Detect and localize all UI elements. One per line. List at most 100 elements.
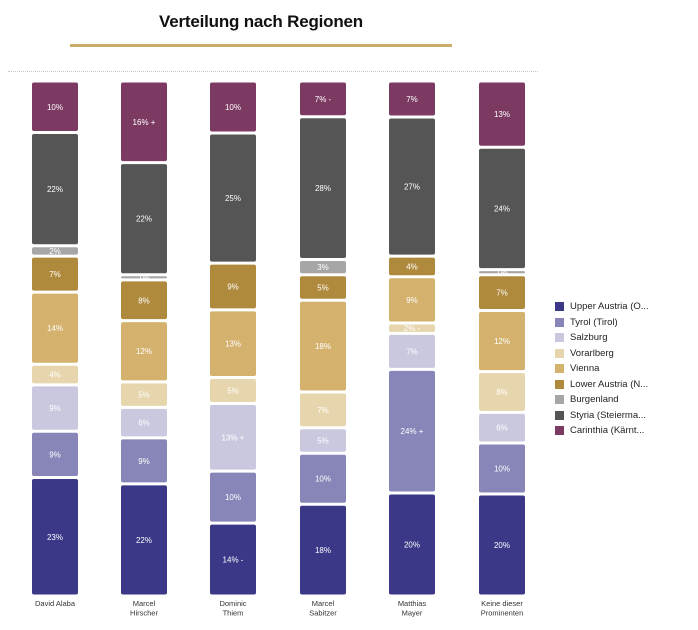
chart-top-divider	[8, 71, 538, 72]
x-tick-label: Matthias	[398, 599, 427, 608]
bar-segment	[479, 276, 525, 309]
data-label: 16% +	[133, 118, 156, 127]
bar-segment	[479, 311, 525, 371]
data-label: 7% -	[315, 95, 332, 104]
legend-label: Vienna	[570, 363, 600, 375]
data-label: 22%	[136, 536, 152, 545]
data-label: 6%	[138, 419, 150, 428]
bar-segment	[389, 334, 435, 368]
bar-segment	[121, 408, 167, 437]
bar-segment	[300, 301, 346, 391]
legend-item: Salzburg	[555, 330, 695, 346]
bar-segment	[300, 276, 346, 299]
bar-segment	[210, 311, 256, 377]
bar-segment	[479, 373, 525, 411]
data-label: 14%	[47, 324, 63, 333]
legend-swatch	[555, 410, 564, 420]
legend-label: Tyrol (Tirol)	[570, 316, 618, 328]
bar-segment	[389, 324, 435, 332]
legend-swatch	[555, 302, 564, 312]
data-label: 10%	[47, 103, 63, 112]
data-label: 10%	[225, 103, 241, 112]
legend-label: Carinthia (Kärnt...	[570, 425, 645, 437]
bar-segment	[389, 278, 435, 322]
data-label: 13%	[225, 340, 241, 349]
bar-segment	[121, 383, 167, 406]
bar-segment	[479, 495, 525, 595]
data-label: 8%	[138, 296, 150, 305]
bar-segment	[210, 264, 256, 309]
data-label: 4%	[49, 371, 61, 380]
bar-segment	[300, 454, 346, 503]
data-label: 2%	[49, 247, 61, 256]
bar-segment	[479, 82, 525, 146]
data-label: 23%	[47, 533, 63, 542]
x-tick-label: Sabitzer	[309, 609, 337, 618]
bar-segment	[32, 432, 78, 477]
bar-segment	[121, 82, 167, 162]
legend-swatch	[555, 317, 564, 327]
data-label: 18%	[315, 546, 331, 555]
bar-segment	[121, 322, 167, 381]
bar-segment	[300, 505, 346, 595]
legend-item: Burgenland	[555, 392, 695, 408]
data-label: 4%	[406, 262, 418, 271]
data-label: 7%	[49, 270, 61, 279]
legend-swatch	[555, 395, 564, 405]
bar-segment	[32, 293, 78, 363]
data-label: 24%	[494, 204, 510, 213]
bar-segment	[210, 524, 256, 595]
data-label: 1%	[138, 273, 150, 282]
bar-segment	[32, 479, 78, 595]
bar-segment	[300, 82, 346, 116]
x-tick-label: Mayer	[402, 609, 423, 618]
bar-segment	[389, 370, 435, 492]
data-label: 5%	[317, 284, 329, 293]
chart-title: Verteilung nach Regionen	[159, 12, 363, 31]
data-label: 13% +	[222, 433, 245, 442]
bar-segment	[32, 82, 78, 131]
legend-label: Salzburg	[570, 332, 608, 344]
bar-segment	[32, 257, 78, 291]
bar-segment	[300, 393, 346, 427]
legend-label: Vorarlberg	[570, 347, 614, 359]
legend-swatch	[555, 333, 564, 343]
legend-item: Upper Austria (O...	[555, 299, 695, 315]
data-label: 7%	[406, 95, 418, 104]
x-tick-label: Prominenten	[481, 609, 524, 618]
data-label: 7%	[406, 347, 418, 356]
x-tick-label: Hirscher	[130, 609, 158, 618]
x-tick-label: Marcel	[133, 599, 156, 608]
data-label: 14% -	[223, 556, 244, 565]
bar-segment	[32, 247, 78, 255]
legend-item: Lower Austria (N...	[555, 377, 695, 393]
bar-segment	[32, 134, 78, 245]
data-label: 5%	[138, 391, 150, 400]
bar-segment	[210, 405, 256, 470]
bar-segment	[32, 365, 78, 384]
legend-swatch	[555, 379, 564, 389]
legend-swatch	[555, 364, 564, 374]
data-label: 28%	[315, 184, 331, 193]
data-label: 10%	[315, 475, 331, 484]
data-label: 13%	[494, 110, 510, 119]
data-label: 9%	[138, 457, 150, 466]
bar-segment	[210, 134, 256, 262]
data-label: 7%	[496, 289, 508, 298]
bar-segment	[300, 260, 346, 274]
legend-swatch	[555, 426, 564, 436]
bar-segment	[32, 386, 78, 430]
data-label: 22%	[47, 185, 63, 194]
x-tick-label: Keine dieser	[481, 599, 523, 608]
bar-segment	[389, 82, 435, 116]
data-label: 1%	[496, 268, 508, 277]
bar-segment	[479, 444, 525, 493]
data-label: 9%	[49, 450, 61, 459]
data-label: 8%	[496, 388, 508, 397]
legend-item: Styria (Steierma...	[555, 408, 695, 424]
bar-segment	[121, 276, 167, 279]
bar-segment	[121, 281, 167, 320]
chart-legend: Upper Austria (O... Tyrol (Tirol) Salzburg…	[555, 299, 695, 439]
x-tick-label: Marcel	[312, 599, 335, 608]
